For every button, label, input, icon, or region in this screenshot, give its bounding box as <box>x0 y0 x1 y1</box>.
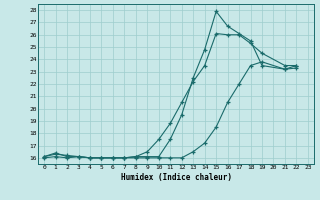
X-axis label: Humidex (Indice chaleur): Humidex (Indice chaleur) <box>121 173 231 182</box>
